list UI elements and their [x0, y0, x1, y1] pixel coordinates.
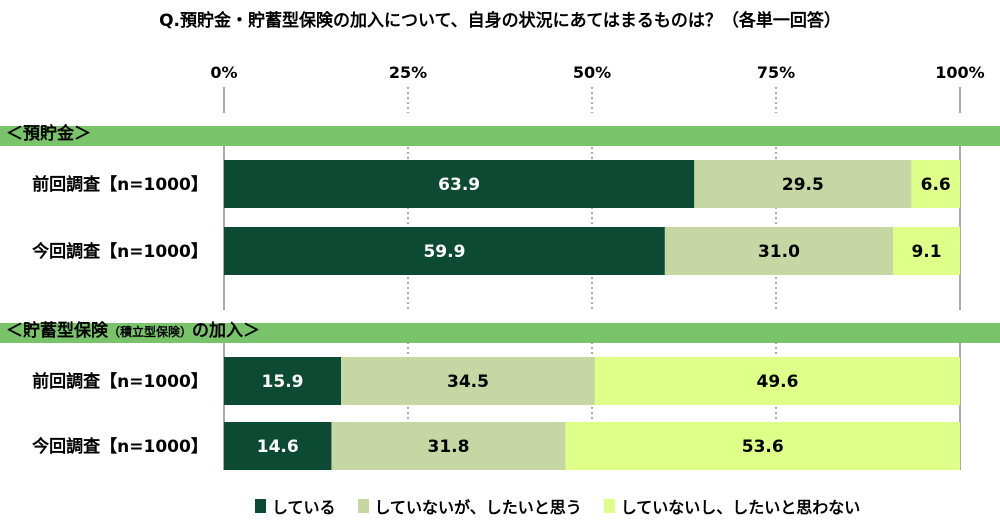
- bar-value-label: 29.5: [782, 175, 824, 195]
- bar-value-label: 14.6: [257, 437, 299, 457]
- bar-value-label: 31.8: [428, 437, 470, 457]
- legend-swatch-3: [603, 499, 615, 513]
- bar-value-label: 9.1: [911, 242, 941, 262]
- group-band-green: [0, 323, 1000, 343]
- bar-segment: [893, 227, 960, 275]
- legend-label-3: していないし、したいと思わない: [620, 498, 861, 517]
- legend-item-2: していないが、したいと思う: [357, 494, 582, 518]
- group-band-green: [0, 126, 1000, 146]
- bar-segment: [224, 357, 342, 405]
- group-label-1: ＜預貯金＞: [6, 123, 91, 144]
- bar-value-label: 31.0: [758, 242, 800, 262]
- bar-segment: [331, 422, 566, 470]
- bar-value-label: 15.9: [262, 372, 304, 392]
- bar-segment: [594, 357, 960, 405]
- x-tick-label: 100%: [935, 63, 984, 82]
- bar-segment: [664, 227, 894, 275]
- x-tick-label: 50%: [573, 63, 611, 82]
- bar-segment: [224, 227, 665, 275]
- legend-swatch-2: [357, 499, 369, 513]
- bar-value-label: 34.5: [447, 372, 489, 392]
- bar-value-label: 63.9: [438, 175, 480, 195]
- row-label: 今回調査【n=1000】: [32, 241, 208, 262]
- group-band-top: [0, 310, 1000, 323]
- chart-title: Q.預貯金・貯蓄型保険の加入について、自身の状況にあてはまるものは？（各単一回答…: [159, 11, 841, 31]
- group-band-top: [0, 113, 1000, 126]
- x-tick-label: 0%: [210, 63, 237, 82]
- bar-value-label: 49.6: [756, 372, 798, 392]
- bar-segment: [694, 160, 912, 208]
- group-label-2: ＜貯蓄型保険（積立型保険）の加入＞: [6, 320, 260, 341]
- bar-value-label: 59.9: [423, 242, 465, 262]
- legend-label-1: している: [272, 498, 336, 517]
- bar-segment: [341, 357, 595, 405]
- legend-item-1: している: [255, 494, 336, 518]
- bar-segment: [565, 422, 960, 470]
- legend-swatch-1: [255, 499, 266, 513]
- row-label: 今回調査【n=1000】: [32, 436, 208, 457]
- bar-segment: [911, 160, 960, 208]
- bar-segment: [224, 160, 695, 208]
- row-label: 前回調査【n=1000】: [32, 174, 208, 195]
- bar-value-label: 53.6: [742, 437, 784, 457]
- bar-value-label: 6.6: [921, 175, 951, 195]
- legend: している していないが、したいと思う していないし、したいと思わない: [255, 494, 882, 518]
- row-label: 前回調査【n=1000】: [32, 371, 208, 392]
- legend-item-3: していないし、したいと思わない: [603, 494, 861, 518]
- bar-segment: [224, 422, 332, 470]
- x-tick-label: 75%: [757, 63, 795, 82]
- x-tick-label: 25%: [389, 63, 427, 82]
- legend-label-2: していないが、したいと思う: [374, 498, 582, 517]
